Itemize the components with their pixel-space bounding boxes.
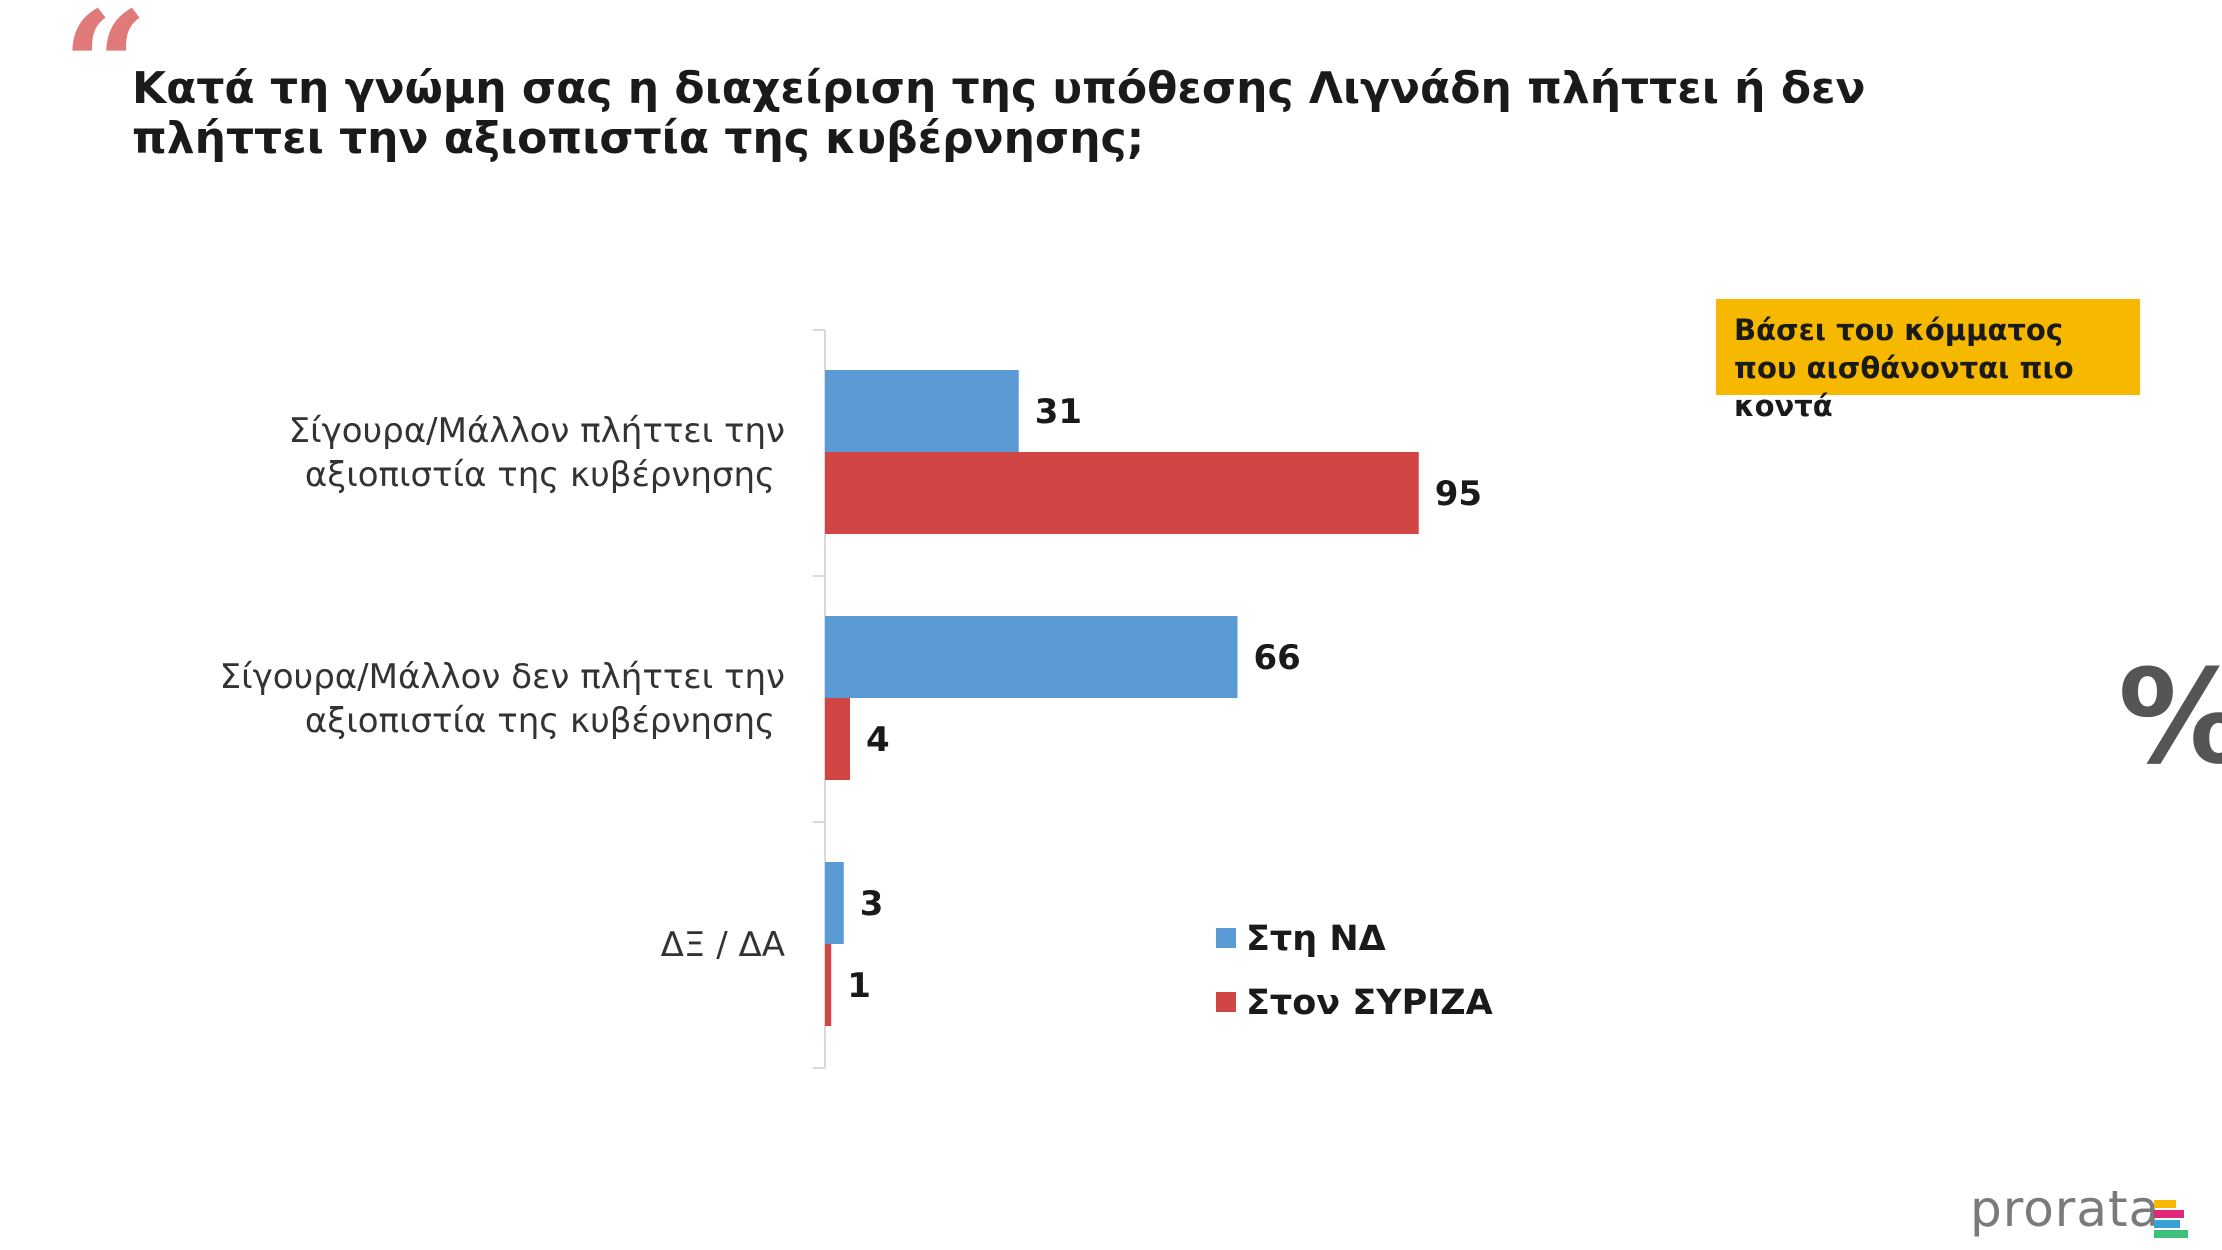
legend-label: Στη ΝΔ: [1246, 919, 1386, 959]
legend-swatch: [1216, 992, 1236, 1012]
category-label: αξιοπιστία της κυβέρνησης: [305, 455, 775, 495]
brand-mark-icon: [2154, 1200, 2190, 1242]
brand-mark-bar: [2154, 1230, 2188, 1238]
percent-icon: %: [2118, 652, 2222, 782]
quote-mark-icon: “: [62, 0, 149, 155]
brand-mark-bar: [2154, 1220, 2180, 1228]
data-label: 95: [1435, 474, 1482, 514]
legend-label: Στον ΣΥΡΙΖΑ: [1246, 983, 1493, 1023]
brand-mark-bar: [2154, 1200, 2176, 1208]
data-label: 3: [860, 884, 884, 924]
category-label: Σίγουρα/Μάλλον δεν πλήττει την: [220, 657, 785, 697]
bar-nd: [825, 616, 1238, 698]
bar-syriza: [825, 944, 832, 1026]
brand-mark-bar: [2154, 1210, 2184, 1218]
bar-syriza: [825, 452, 1419, 534]
chart-title: Κατά τη γνώμη σας η διαχείριση της υπόθε…: [132, 63, 1866, 164]
brand-logo: prorata: [1970, 1184, 2160, 1234]
data-label: 4: [866, 720, 890, 760]
category-label: Σίγουρα/Μάλλον πλήττει την: [289, 411, 785, 451]
data-label: 31: [1035, 392, 1082, 432]
data-label: 1: [847, 966, 871, 1006]
category-label: ΔΞ / ΔΑ: [661, 925, 785, 965]
note-box: Βάσει του κόμματος που αισθάνονται πιο κ…: [1716, 299, 2140, 423]
brand-name: prorata: [1970, 1180, 2161, 1238]
bar-syriza: [825, 698, 850, 780]
bar-nd: [825, 862, 844, 944]
legend-swatch: [1216, 928, 1236, 948]
data-label: 66: [1254, 638, 1301, 678]
bar-nd: [825, 370, 1019, 452]
note-text: Βάσει του κόμματος που αισθάνονται πιο κ…: [1734, 313, 2074, 423]
category-label: αξιοπιστία της κυβέρνησης: [305, 701, 775, 741]
